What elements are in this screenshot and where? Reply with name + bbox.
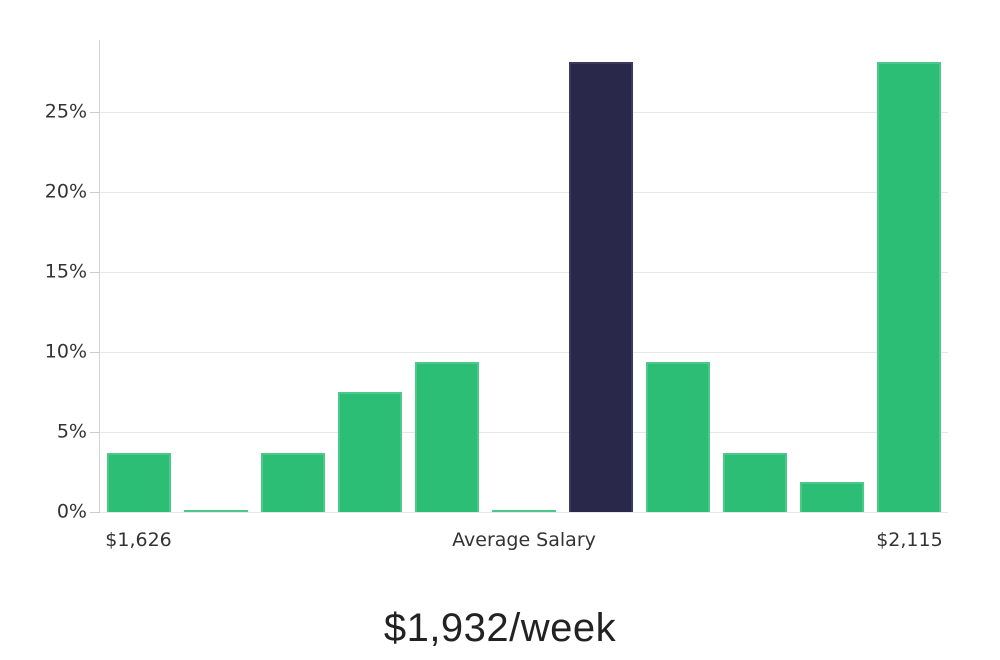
y-tick-label: 15% [44,260,87,283]
y-axis-tick [90,111,100,113]
x-tick-label: $2,115 [876,529,943,551]
y-tick-label: 10% [44,340,87,363]
y-tick-label: 5% [56,420,87,443]
bar [414,361,479,512]
bar-highlighted [569,62,634,512]
bar [800,481,865,512]
bar [337,392,402,512]
y-tick-label: 0% [56,500,87,523]
y-axis-tick [90,351,100,353]
gridline [100,431,948,433]
x-tick-label: $1,626 [105,529,172,551]
chart-title: $1,932/week [383,606,617,650]
gridline [100,111,948,113]
y-axis-tick [90,511,100,513]
bar [723,452,788,512]
bar [106,452,171,512]
bar [646,361,711,512]
bar [492,510,556,512]
x-tick-label: Average Salary [452,529,596,551]
gridline [100,511,948,513]
gridline [100,351,948,353]
y-tick-label: 25% [44,100,87,123]
bar [183,510,248,512]
plot-area: 0% 5% 10% 15% 20% 25% $1,626 Average Salary $2,1… [45,40,948,551]
gridline [100,191,948,193]
y-axis-tick [90,191,100,193]
y-axis-tick [90,271,100,273]
y-axis-tick [90,431,100,433]
y-tick-label: 20% [44,180,87,203]
bar [260,452,325,512]
gridline [100,271,948,273]
bar [877,62,942,512]
